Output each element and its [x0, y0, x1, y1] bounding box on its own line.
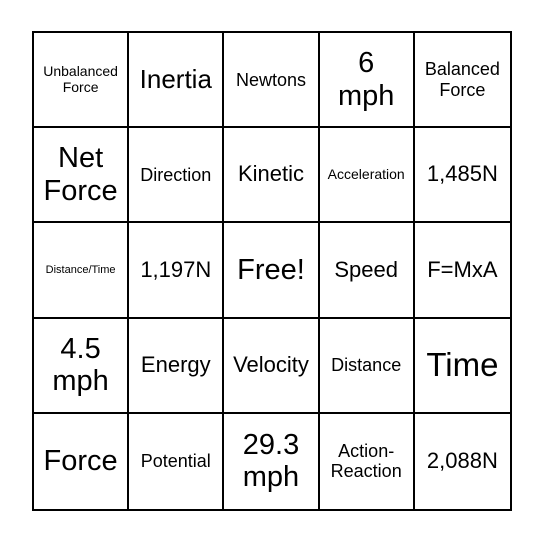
- cell-label: Force: [43, 445, 118, 478]
- bingo-cell[interactable]: Net Force: [34, 128, 130, 224]
- bingo-cell[interactable]: Energy: [129, 318, 225, 414]
- cell-label: 29.3 mph: [242, 428, 300, 494]
- bingo-cell[interactable]: F=MxA: [414, 223, 510, 319]
- bingo-cell[interactable]: 29.3 mph: [224, 413, 320, 509]
- cell-label: 4.5 mph: [52, 332, 109, 398]
- bingo-cell[interactable]: Acceleration: [319, 128, 415, 224]
- cell-label: 1,485N: [426, 161, 498, 187]
- bingo-cell[interactable]: Velocity: [224, 318, 320, 414]
- cell-label: Net Force: [43, 142, 118, 207]
- bingo-cell[interactable]: Force: [34, 413, 130, 509]
- cell-label: Unbalanced Force: [43, 62, 118, 95]
- cell-label: 1,197N: [140, 256, 212, 282]
- bingo-cell free-space[interactable]: Free!: [224, 223, 320, 319]
- cell-label: Time: [426, 345, 499, 383]
- cell-label: 2,088N: [426, 448, 498, 474]
- bingo-cell[interactable]: Balanced Force: [414, 33, 510, 129]
- bingo-cell[interactable]: 6 mph: [319, 33, 415, 129]
- cell-label: Energy: [140, 351, 211, 377]
- bingo-cell[interactable]: Speed: [319, 223, 415, 319]
- bingo-cell[interactable]: Inertia: [129, 33, 225, 129]
- cell-label: Kinetic: [237, 161, 305, 187]
- cell-label: Distance/Time: [45, 263, 116, 276]
- cell-label: Speed: [334, 256, 398, 282]
- bingo-cell[interactable]: Time: [414, 319, 510, 414]
- bingo-cell[interactable]: 1,485N: [414, 128, 510, 224]
- bingo-cell[interactable]: Action-Reaction: [320, 413, 415, 509]
- cell-label: F=MxA: [427, 256, 498, 282]
- cell-label: Action-Reaction: [330, 441, 402, 482]
- cell-label: Acceleration: [327, 165, 405, 182]
- cell-label: Free!: [237, 253, 305, 286]
- bingo-board: Unbalanced Force Inertia Newtons 6 mph B…: [32, 31, 512, 511]
- cell-label: Velocity: [233, 351, 309, 377]
- bingo-cell[interactable]: Kinetic: [224, 128, 320, 224]
- cell-label: Distance: [331, 355, 402, 376]
- bingo-cell[interactable]: 1,197N: [129, 223, 225, 319]
- bingo-cell[interactable]: Distance/Time: [34, 223, 130, 319]
- cell-label: Potential: [140, 451, 211, 472]
- bingo-cell[interactable]: Unbalanced Force: [34, 33, 130, 129]
- bingo-cell[interactable]: 4.5 mph: [34, 318, 130, 414]
- cell-label: Inertia: [139, 64, 212, 95]
- bingo-cell[interactable]: Potential: [129, 413, 225, 509]
- cell-label: Direction: [140, 164, 212, 185]
- cell-label: Newtons: [235, 69, 306, 90]
- bingo-cell[interactable]: Newtons: [224, 33, 320, 129]
- cell-label: 6 mph: [337, 47, 395, 112]
- bingo-cell[interactable]: Direction: [129, 128, 225, 224]
- bingo-cell[interactable]: 2,088N: [415, 414, 510, 509]
- cell-label: Balanced Force: [424, 59, 500, 100]
- bingo-cell[interactable]: Distance: [319, 318, 415, 414]
